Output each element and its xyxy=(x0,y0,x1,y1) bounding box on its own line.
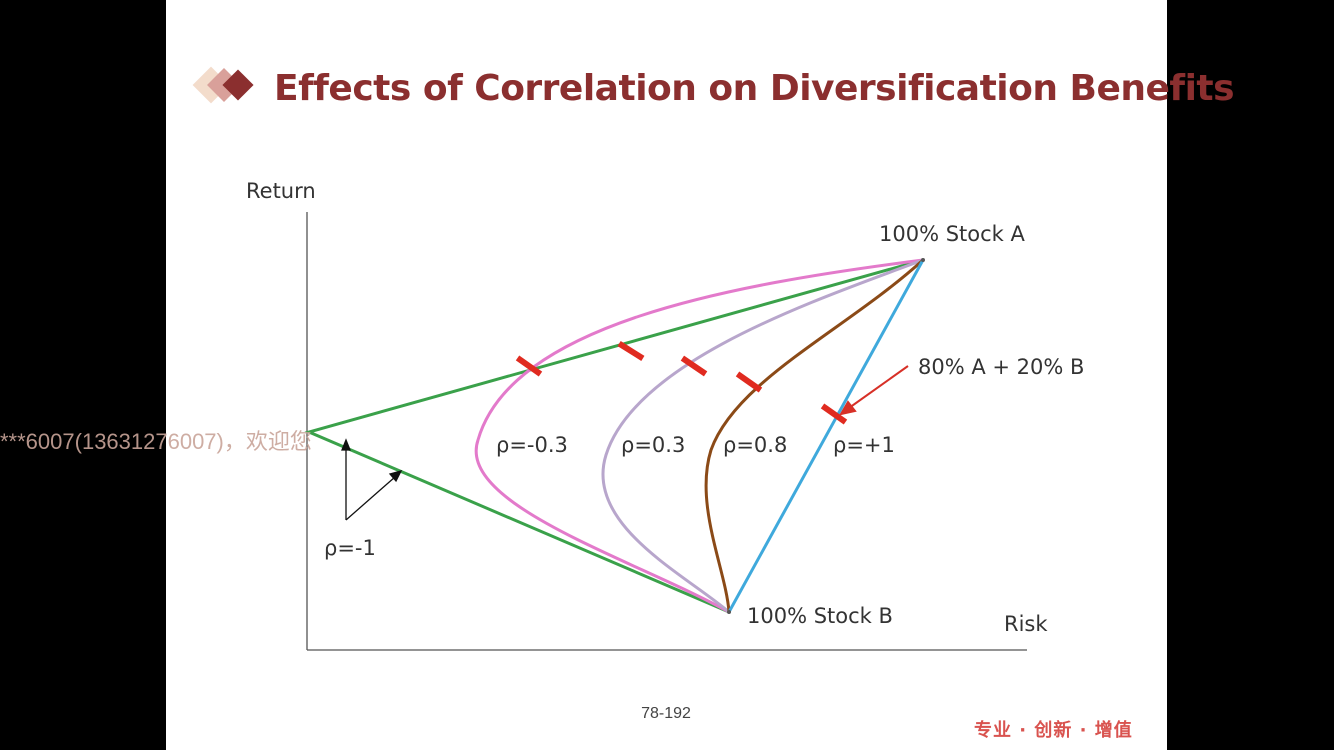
y-axis-label: Return xyxy=(246,179,316,203)
stock-b-point xyxy=(727,610,731,614)
series-line-1 xyxy=(474,258,924,614)
portfolio-marker-2 xyxy=(680,355,708,377)
slide-title: Effects of Correlation on Diversificatio… xyxy=(274,68,1235,109)
stock-a-point xyxy=(921,258,925,262)
series-line-0 xyxy=(304,258,924,614)
portfolio-marker-0 xyxy=(515,355,543,377)
series-label-rho-minus-0.3: ρ=-0.3 xyxy=(496,433,568,457)
series-line-2 xyxy=(601,258,924,614)
slide: Return Risk 100% Stock A 100% Stock B 80… xyxy=(166,0,1235,750)
stock-b-label: 100% Stock B xyxy=(747,604,893,628)
portfolio-marker-1 xyxy=(617,341,645,361)
portfolio-markers xyxy=(515,341,848,425)
brand-slogan: 专业 · 创新 · 增值 xyxy=(974,720,1133,741)
title-diamonds-icon xyxy=(192,66,254,104)
annotation-label: 80% A + 20% B xyxy=(918,355,1084,379)
watermark-text: ***6007(13631276007)，欢迎您 xyxy=(0,429,312,454)
series-label-rho-plus-1: ρ=+1 xyxy=(833,433,895,457)
axes xyxy=(306,212,1027,651)
stock-a-label: 100% Stock A xyxy=(879,222,1026,246)
frontier-curves xyxy=(304,258,925,614)
x-axis-label: Risk xyxy=(1004,612,1048,636)
series-label-rho-0.8: ρ=0.8 xyxy=(723,433,787,457)
slide-graphics: Return Risk 100% Stock A 100% Stock B 80… xyxy=(192,66,1084,651)
rho-minus-1-arrows xyxy=(341,438,403,521)
portfolio-marker-4 xyxy=(820,403,848,425)
annotation-arrow xyxy=(838,365,909,416)
series-label-rho-minus-1: ρ=-1 xyxy=(324,536,376,560)
page-number: 78-192 xyxy=(641,705,691,722)
series-line-4 xyxy=(727,259,925,613)
series-line-3 xyxy=(704,258,925,613)
series-label-rho-0.3: ρ=0.3 xyxy=(621,433,685,457)
portfolio-marker-3 xyxy=(735,371,763,393)
